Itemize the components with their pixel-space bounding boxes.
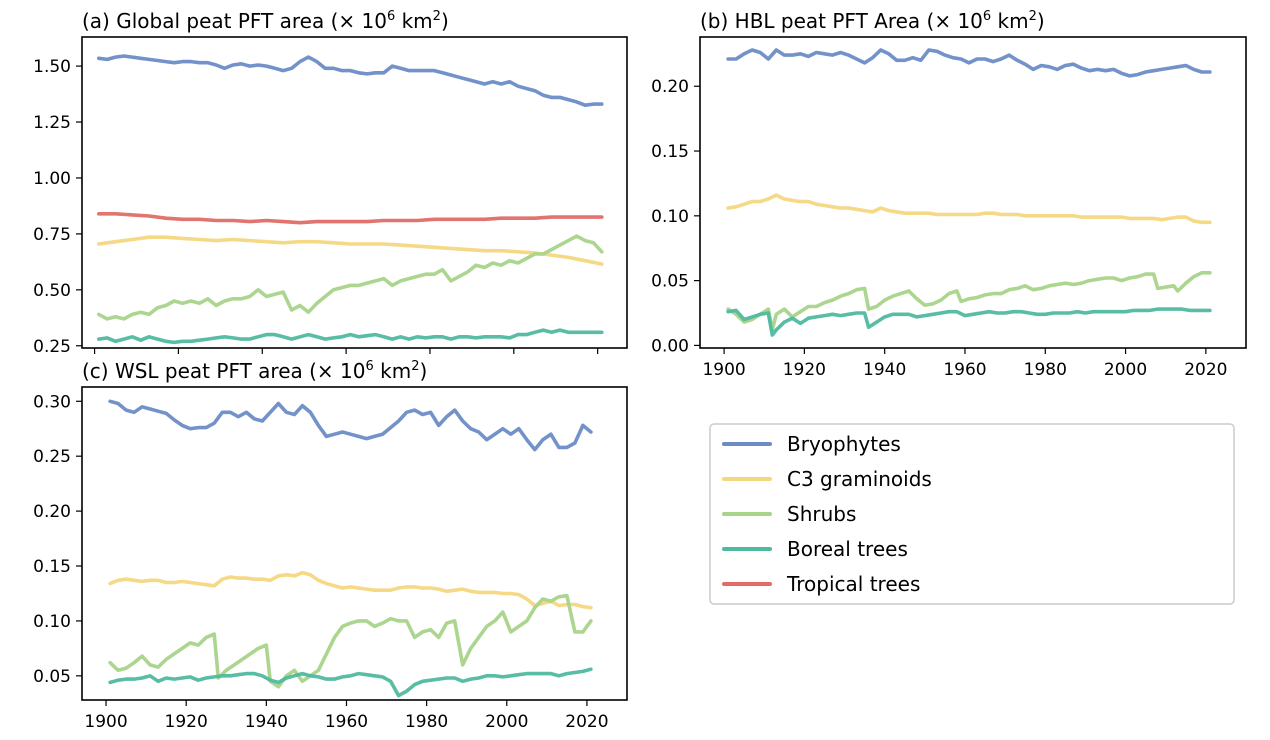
series-line-wsl-boreal [108, 667, 593, 698]
xtick-label-wsl-3: 1960 [325, 712, 368, 732]
series-line-hbl-c3 [726, 193, 1212, 225]
xtick-label-hbl-5: 2000 [1104, 360, 1147, 380]
series-line-hbl-bryophytes [726, 48, 1212, 78]
ytick-label-hbl-0: 0.00 [651, 336, 689, 356]
xtick-label-wsl-2: 1940 [245, 712, 288, 732]
axes-frame-wsl [81, 386, 628, 701]
xtick-label-wsl-0: 1900 [84, 712, 127, 732]
ytick-label-wsl-1: 0.10 [33, 612, 71, 632]
ytick-label-hbl-2: 0.10 [651, 207, 689, 227]
ytick-label-wsl-4: 0.25 [33, 447, 71, 467]
ytick-label-global-4: 1.25 [33, 113, 71, 133]
panel-title-global: (a) Global peat PFT area (× 106 km2) [82, 9, 449, 33]
series-line-global-boreal [97, 328, 604, 345]
legend-label-shrubs: Shrubs [787, 502, 856, 526]
legend-box [709, 423, 1235, 605]
series-line-global-shrubs [97, 234, 604, 321]
ytick-label-global-3: 1.00 [33, 169, 71, 189]
series-line-global-tropical [97, 212, 604, 225]
ytick-label-hbl-3: 0.15 [651, 142, 689, 162]
panel-title-wsl: (c) WSL peat PFT area (× 106 km2) [82, 359, 427, 383]
ytick-label-wsl-2: 0.15 [33, 557, 71, 577]
panel-wsl: (c) WSL peat PFT area (× 106 km2) 0.05 0.… [33, 359, 628, 732]
xtick-label-wsl-1: 1920 [165, 712, 208, 732]
ytick-label-wsl-3: 0.20 [33, 502, 71, 522]
xtick-label-hbl-2: 1940 [863, 360, 906, 380]
xtick-label-hbl-0: 1900 [702, 360, 745, 380]
series-line-global-c3 [97, 235, 604, 266]
panel-hbl: (b) HBL peat PFT Area (× 106 km2) 0.00 0.… [651, 9, 1247, 380]
legend-label-c3: C3 graminoids [787, 467, 932, 491]
legend: Bryophytes C3 graminoids Shrubs Boreal tree… [709, 423, 1235, 605]
axes-frame-hbl [699, 36, 1247, 349]
ytick-label-hbl-4: 0.20 [651, 77, 689, 97]
ytick-label-wsl-5: 0.30 [33, 392, 71, 412]
xtick-label-hbl-6: 2020 [1184, 360, 1227, 380]
ytick-label-global-0: 0.25 [33, 337, 71, 357]
ytick-label-global-2: 0.75 [33, 225, 71, 245]
legend-label-bryophytes: Bryophytes [787, 432, 901, 456]
xtick-label-wsl-6: 2020 [565, 712, 608, 732]
ytick-label-hbl-1: 0.05 [651, 272, 689, 292]
series-line-hbl-shrubs [726, 271, 1212, 332]
xtick-label-hbl-3: 1960 [943, 360, 986, 380]
legend-label-tropical: Tropical trees [786, 572, 920, 596]
series-line-wsl-c3 [108, 570, 593, 610]
xtick-label-hbl-1: 1920 [783, 360, 826, 380]
legend-label-boreal: Boreal trees [787, 537, 908, 561]
ytick-label-global-1: 0.50 [33, 281, 71, 301]
series-line-wsl-shrubs [108, 593, 593, 689]
xtick-label-hbl-4: 1980 [1024, 360, 1067, 380]
ytick-label-global-5: 1.50 [33, 57, 71, 77]
ytick-label-wsl-0: 0.05 [33, 667, 71, 687]
panel-global: (a) Global peat PFT area (× 106 km2) 0.2… [33, 9, 628, 357]
series-line-hbl-boreal [726, 307, 1212, 337]
panel-title-hbl: (b) HBL peat PFT Area (× 106 km2) [700, 9, 1045, 33]
xtick-label-wsl-5: 2000 [485, 712, 528, 732]
xtick-label-wsl-4: 1980 [405, 712, 448, 732]
series-line-wsl-bryophytes [108, 399, 593, 452]
axes-frame-global [81, 36, 628, 349]
series-line-global-bryophytes [97, 54, 604, 107]
